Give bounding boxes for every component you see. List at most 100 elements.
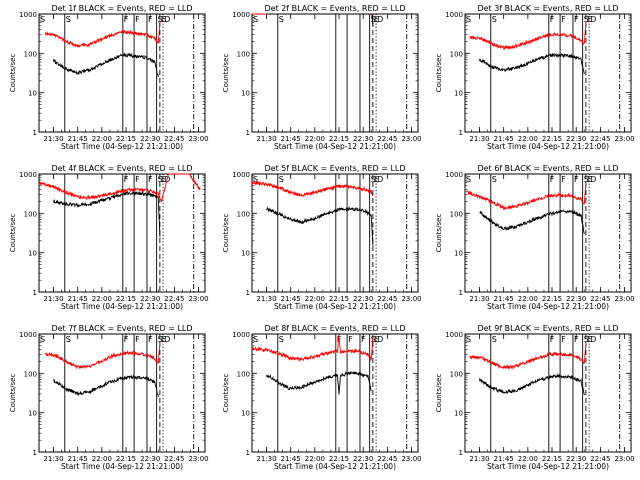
y-tick-label: 10 — [241, 410, 250, 418]
x-tick-label: 22:00 — [518, 295, 538, 303]
event-marker-label: S — [66, 15, 71, 24]
y-tick-label: 100 — [450, 370, 463, 378]
x-tick-label: 22:30 — [353, 135, 373, 143]
plot-frame — [38, 333, 206, 453]
chart-det-6: Det 6f BLACK = Events, RED = LLD 1 10 100 10… — [435, 164, 635, 311]
x-tick-label: 22:15 — [116, 295, 136, 303]
event-marker-label: S — [584, 335, 589, 344]
chart-det-3: Det 3f BLACK = Events, RED = LLD 1 10 100 10… — [435, 4, 635, 151]
x-tick-label: 22:45 — [377, 135, 397, 143]
x-axis-label: Start Time (04-Sep-12 21:21:00) — [61, 142, 183, 151]
series-events-line — [53, 190, 161, 238]
event-marker-label: F — [148, 175, 153, 184]
x-tick-label: 21:30 — [43, 135, 63, 143]
event-marker-label: S — [158, 335, 163, 344]
y-axis-label: Counts/sec — [222, 374, 230, 413]
event-marker-label: D — [164, 15, 170, 24]
chart-title: Det 8f BLACK = Events, RED = LLD — [264, 324, 405, 333]
x-tick-label: 22:45 — [164, 455, 184, 463]
y-tick-label: 1 — [33, 129, 37, 137]
event-marker-label: F — [124, 15, 129, 24]
event-marker-label: F — [561, 175, 566, 184]
x-tick-label: 22:00 — [92, 295, 112, 303]
y-axis-label: Counts/sec — [435, 54, 443, 93]
event-marker-label: S — [253, 175, 258, 184]
x-tick-label: 23:00 — [401, 135, 421, 143]
event-marker-label: S — [158, 15, 163, 24]
event-marker-label: S — [466, 335, 471, 344]
x-axis-label: Start Time (04-Sep-12 21:21:00) — [274, 302, 396, 311]
y-tick-label: 1000 — [445, 11, 463, 19]
event-marker-label: S — [253, 335, 258, 344]
x-tick-label: 22:45 — [377, 295, 397, 303]
event-marker-label: F — [574, 175, 579, 184]
event-marker-label: S — [584, 15, 589, 24]
event-marker-label: E — [374, 175, 379, 184]
chart-title: Det 7f BLACK = Events, RED = LLD — [51, 324, 192, 333]
event-marker-label: F — [148, 15, 153, 24]
x-tick-label: 22:15 — [329, 455, 349, 463]
series-events-line — [266, 13, 374, 26]
chart-det-1: Det 1f BLACK = Events, RED = LLD 1 10 100 10… — [9, 4, 209, 151]
y-tick-label: 100 — [450, 50, 463, 58]
x-tick-label: 22:45 — [590, 135, 610, 143]
y-tick-label: 1 — [459, 449, 463, 457]
y-tick-label: 1000 — [445, 171, 463, 179]
y-axis-label: Counts/sec — [222, 214, 230, 253]
y-tick-label: 1000 — [445, 331, 463, 339]
y-tick-label: 1 — [459, 289, 463, 297]
event-marker-label: S — [371, 335, 376, 344]
x-axis-label: Start Time (04-Sep-12 21:21:00) — [487, 462, 609, 471]
y-tick-label: 10 — [454, 250, 463, 258]
event-marker-label: S — [253, 15, 258, 24]
y-tick-label: 100 — [24, 370, 37, 378]
y-tick-label: 1000 — [232, 331, 250, 339]
series-lld-line — [469, 21, 587, 51]
series-lld-line — [44, 20, 161, 49]
y-tick-label: 1000 — [19, 11, 37, 19]
y-tick-label: 1 — [246, 129, 250, 137]
y-tick-label: 100 — [237, 370, 250, 378]
event-marker-label: D — [377, 335, 383, 344]
event-marker-label: S — [492, 335, 497, 344]
y-axis-label: Counts/sec — [9, 54, 17, 93]
x-tick-label: 22:00 — [518, 455, 538, 463]
event-marker-label: F — [148, 335, 153, 344]
event-marker-label: F — [550, 335, 555, 344]
plot-frame — [464, 173, 632, 293]
event-marker-label: D — [164, 335, 170, 344]
y-tick-label: 1 — [459, 129, 463, 137]
event-marker-label: D — [590, 335, 596, 344]
event-marker-label: F — [550, 175, 555, 184]
y-tick-label: 10 — [28, 410, 37, 418]
event-marker-label: S — [371, 175, 376, 184]
y-axis-label: Counts/sec — [222, 54, 230, 93]
event-marker-label: D — [377, 15, 383, 24]
x-tick-label: 22:15 — [542, 455, 562, 463]
chart-title: Det 4f BLACK = Events, RED = LLD — [51, 164, 192, 173]
x-tick-label: 23:00 — [401, 295, 421, 303]
series-lld-line — [251, 335, 374, 363]
event-marker-label: E — [587, 175, 592, 184]
plot-frame — [251, 13, 419, 133]
x-tick-label: 21:45 — [68, 295, 88, 303]
x-tick-label: 22:00 — [305, 295, 325, 303]
event-marker-label: S — [466, 15, 471, 24]
plot-frame — [464, 13, 632, 133]
x-tick-label: 21:30 — [256, 295, 276, 303]
x-tick-label: 22:30 — [140, 455, 160, 463]
series-lld-line — [466, 182, 587, 211]
event-marker-label: E — [374, 335, 379, 344]
x-tick-label: 22:15 — [116, 455, 136, 463]
event-marker-label: F — [135, 15, 140, 24]
event-marker-label: F — [361, 335, 366, 344]
x-tick-label: 23:00 — [614, 455, 634, 463]
y-axis-label: Counts/sec — [9, 214, 17, 253]
x-tick-label: 22:00 — [518, 135, 538, 143]
series-events-line — [266, 206, 374, 246]
event-marker-label: S — [584, 175, 589, 184]
plot-frame — [251, 173, 419, 293]
x-tick-label: 22:30 — [566, 135, 586, 143]
event-marker-label: F — [348, 335, 353, 344]
plot-frame — [464, 333, 632, 453]
